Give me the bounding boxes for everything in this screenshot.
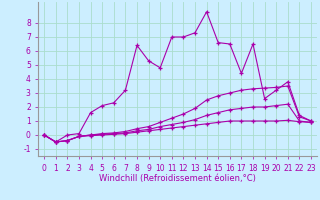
X-axis label: Windchill (Refroidissement éolien,°C): Windchill (Refroidissement éolien,°C) <box>99 174 256 183</box>
